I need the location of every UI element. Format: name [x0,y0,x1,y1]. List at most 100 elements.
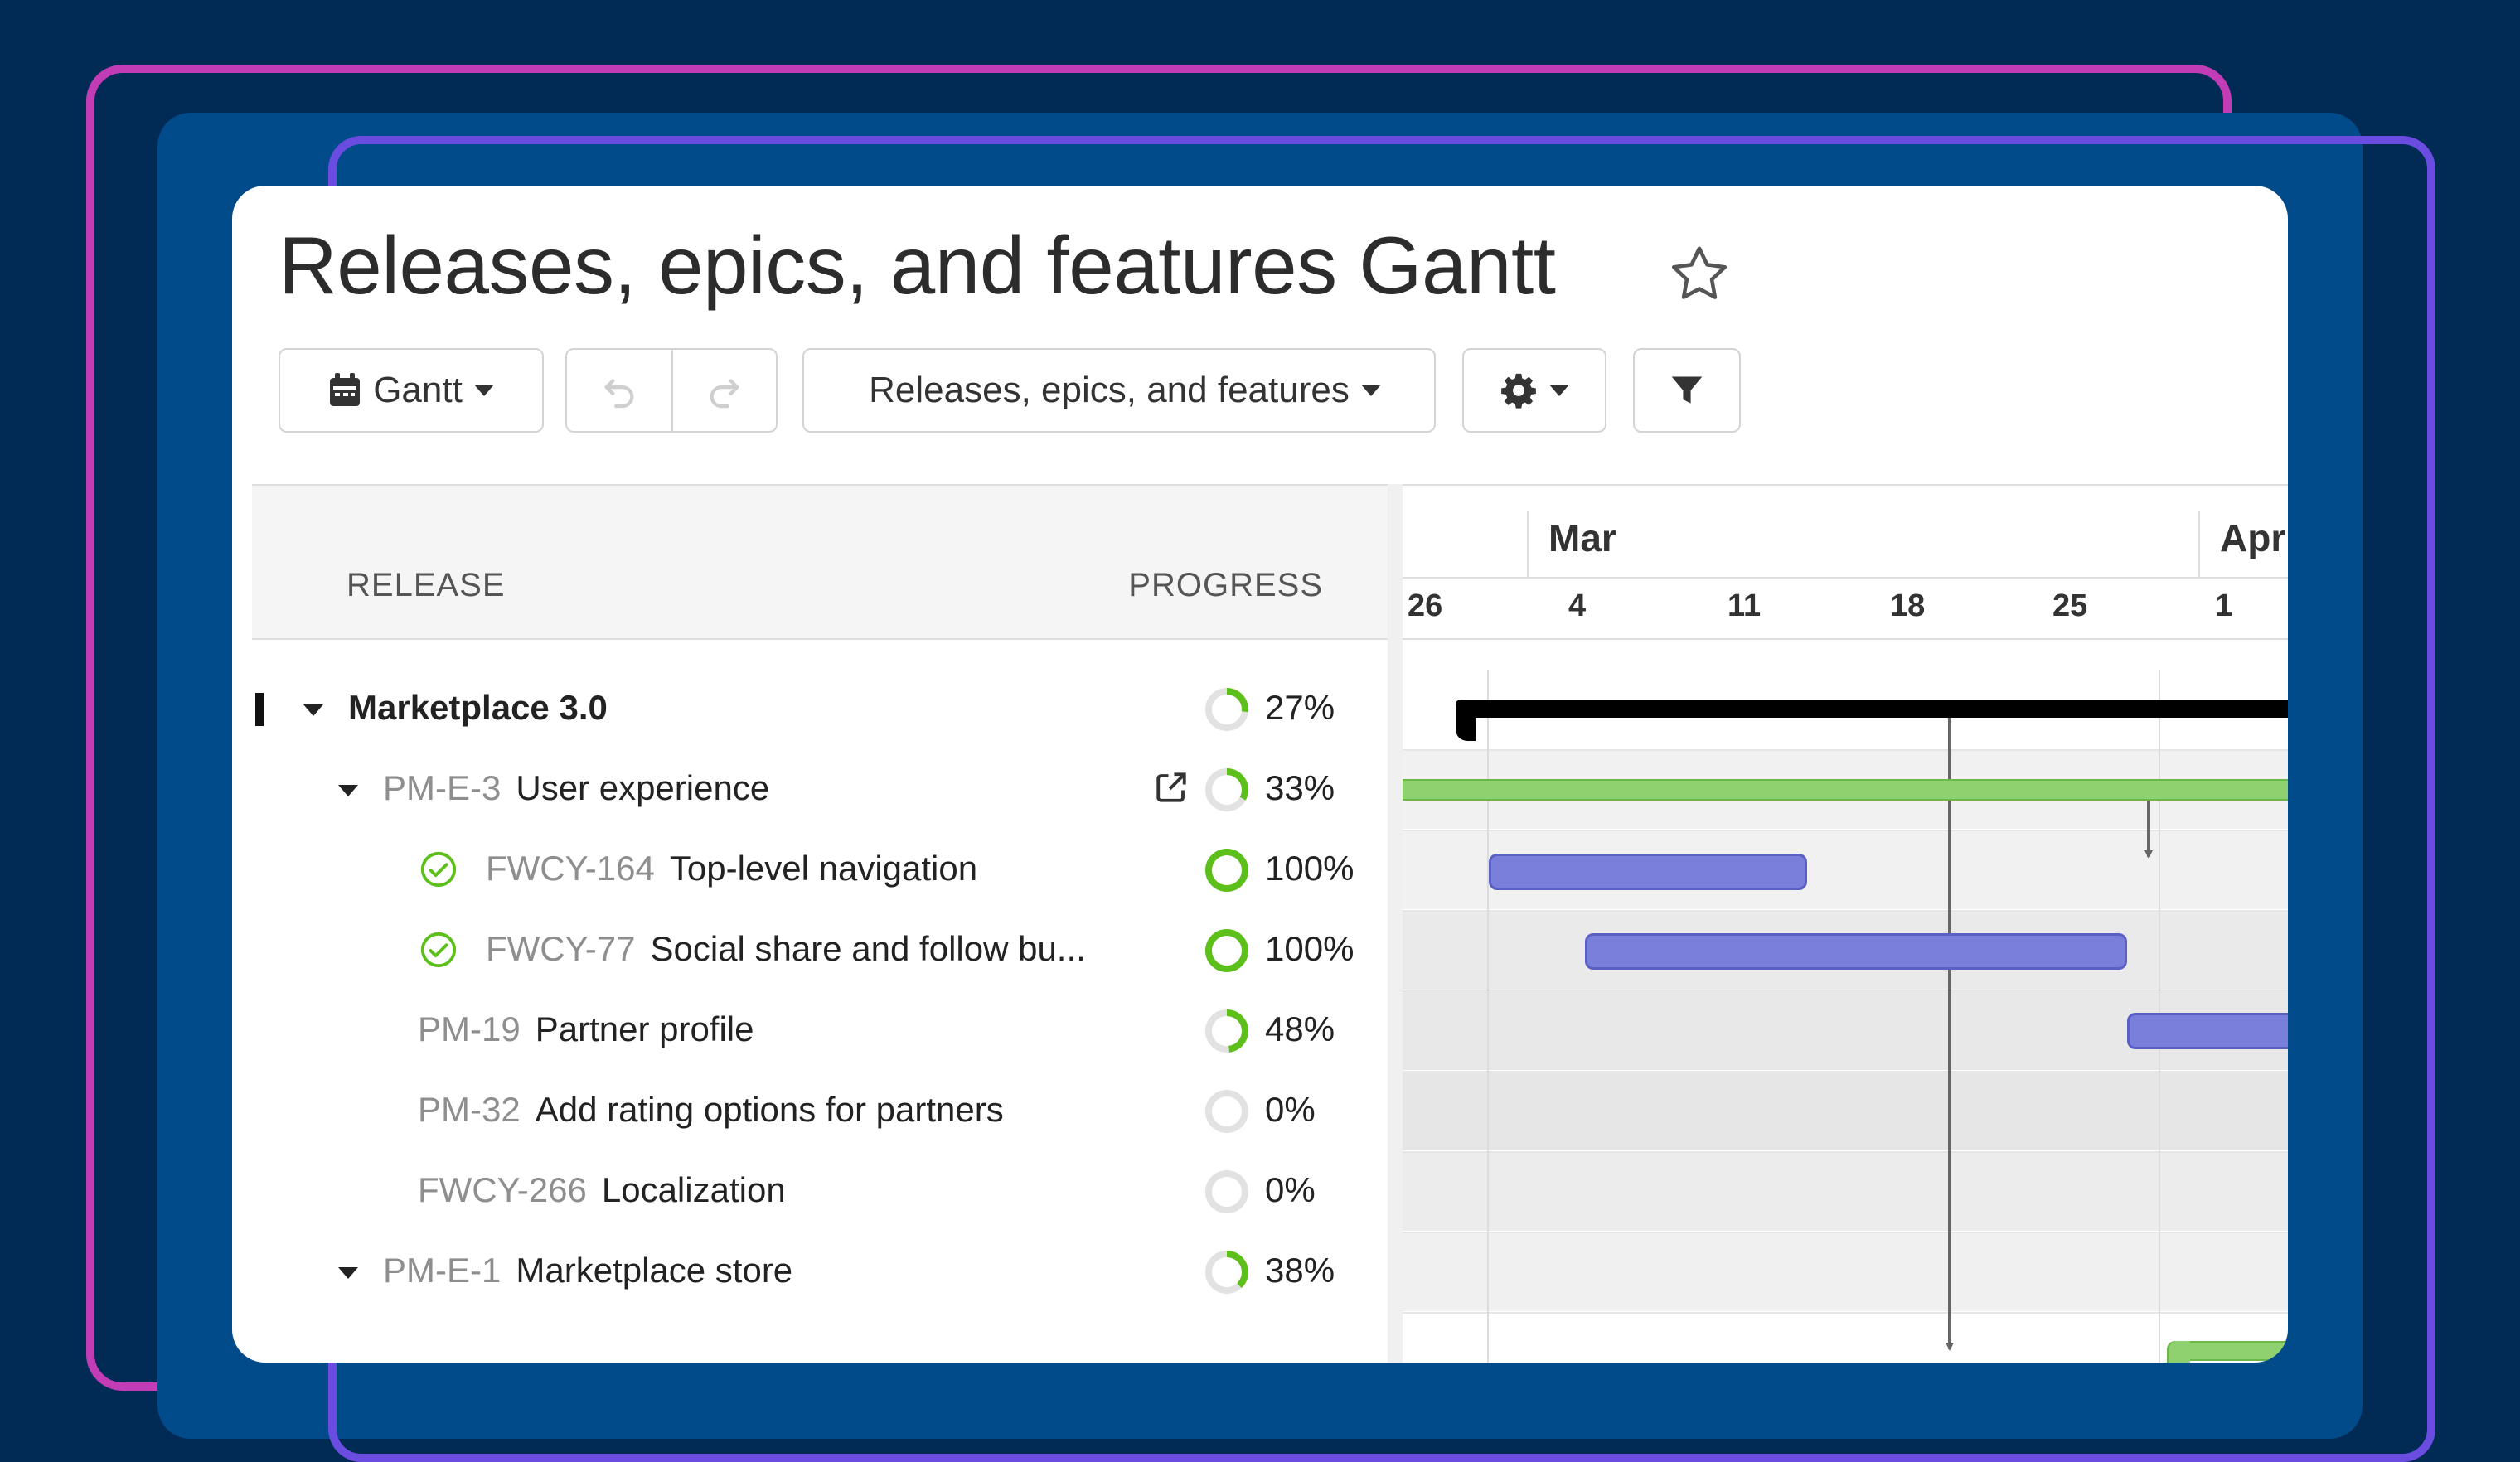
release-bar[interactable] [1456,700,2288,718]
epic-name[interactable]: Marketplace store [516,1251,793,1290]
gear-icon [1501,373,1536,409]
release-row[interactable]: Marketplace 3.0 27% [252,670,1388,750]
progress-value: 0% [1265,1090,1316,1129]
progress-column-header[interactable]: PROGRESS [1128,567,1323,603]
row-divider [1403,1232,2288,1233]
row-divider [1403,1151,2288,1153]
row-divider [1403,1312,2288,1314]
row-divider [1403,749,2288,751]
feature-id[interactable]: FWCY-266 [418,1170,587,1209]
undo-icon [604,379,634,409]
external-link-icon[interactable] [1154,770,1189,805]
month-label: Apr [2220,516,2286,559]
progress-value: 0% [1265,1170,1316,1209]
release-name[interactable]: Marketplace 3.0 [348,688,608,727]
progress-ring-icon [1205,1251,1248,1294]
progress-ring-icon [1205,1090,1248,1133]
record-list: Marketplace 3.0 27% PM-E-3 User experienc… [252,670,1388,1313]
row-band [1403,1071,2288,1150]
chevron-down-icon [1360,385,1381,396]
day-label: 4 [1568,588,1587,623]
progress-ring-icon [1205,929,1248,972]
row-divider [1403,1071,2288,1072]
gantt-chart [1403,670,2288,1363]
redo-button[interactable] [671,348,778,433]
view-dropdown-button[interactable]: Gantt [279,348,544,433]
feature-bar[interactable] [1489,854,1807,890]
progress-value: 27% [1265,688,1335,727]
star-icon[interactable] [1665,240,1734,310]
gantt-window: Releases, epics, and features Gantt Gant… [232,186,2288,1363]
day-label: 26 [1408,588,1443,623]
feature-row[interactable]: PM-19 Partner profile 48% [252,991,1388,1072]
epic-id[interactable]: PM-E-1 [383,1251,502,1290]
collapse-toggle-icon[interactable] [338,1267,358,1279]
list-header: RELEASE PROGRESS [252,484,1388,640]
progress-value: 100% [1265,849,1354,888]
progress-ring-icon [1205,1009,1248,1053]
filter-button[interactable] [1633,348,1741,433]
feature-id[interactable]: PM-19 [418,1009,521,1048]
feature-id[interactable]: FWCY-77 [486,929,636,968]
check-circle-icon [420,851,457,888]
feature-name[interactable]: Add rating options for partners [535,1090,1004,1129]
epic-bar[interactable] [1403,779,2288,801]
preset-label: Releases, epics, and features [869,370,1350,410]
row-band [1403,1232,2288,1311]
progress-ring-icon [1205,1170,1248,1213]
day-label: 18 [1890,588,1926,623]
epic-name[interactable]: User experience [516,768,770,807]
check-circle-icon [420,932,457,968]
release-column-header[interactable]: RELEASE [346,567,506,603]
undo-button[interactable] [565,348,671,433]
week-divider [1403,577,2288,579]
chevron-down-icon [473,385,494,396]
calendar-icon [330,373,361,406]
row-divider [1403,990,2288,992]
progress-value: 38% [1265,1251,1335,1290]
row-divider [1403,910,2288,912]
progress-value: 100% [1265,929,1354,968]
epic-bar-cap [2167,1341,2190,1363]
pane-divider[interactable] [1388,484,1403,1363]
release-bar-cap [1456,700,1476,741]
settings-dropdown-button[interactable] [1462,348,1606,433]
progress-value: 33% [1265,768,1335,807]
month-divider [1527,511,1529,577]
page-title: Releases, epics, and features Gantt [279,220,1556,311]
epic-id[interactable]: PM-E-3 [383,768,502,807]
preset-dropdown-button[interactable]: Releases, epics, and features [802,348,1436,433]
day-label: 11 [1728,588,1762,623]
feature-row[interactable]: PM-32 Add rating options for partners 0% [252,1072,1388,1152]
day-label: 25 [2052,588,2088,623]
chevron-down-icon [1549,385,1569,396]
feature-name[interactable]: Social share and follow bu... [650,929,1086,968]
epic-row[interactable]: PM-E-3 User experience 33% [252,750,1388,830]
feature-row[interactable]: FWCY-266 Localization 0% [252,1152,1388,1232]
redo-icon [710,379,739,409]
progress-ring-icon [1205,688,1248,731]
feature-name[interactable]: Localization [601,1170,786,1209]
feature-id[interactable]: FWCY-164 [486,849,655,888]
feature-bar[interactable] [2127,1013,2288,1049]
week-gridline [1487,670,1489,1363]
collapse-toggle-icon[interactable] [303,704,323,716]
row-band [1403,1151,2288,1231]
feature-name[interactable]: Top-level navigation [669,849,978,888]
progress-ring-icon [1205,768,1248,811]
month-label: Mar [1548,516,1616,559]
feature-bar[interactable] [1585,933,2127,970]
timeline-header: Mar Apr 26 4 11 18 25 1 [1403,484,2288,640]
day-label: 1 [2215,588,2233,623]
selection-marker [255,693,264,726]
feature-row[interactable]: FWCY-164 Top-level navigation 100% [252,830,1388,911]
feature-name[interactable]: Partner profile [535,1009,754,1048]
progress-value: 48% [1265,1009,1335,1048]
filter-icon [1671,376,1703,404]
row-divider [1403,830,2288,831]
collapse-toggle-icon[interactable] [338,785,358,796]
month-divider [2198,511,2200,577]
feature-row[interactable]: FWCY-77 Social share and follow bu... 100… [252,911,1388,991]
epic-row[interactable]: PM-E-1 Marketplace store 38% [252,1232,1388,1313]
feature-id[interactable]: PM-32 [418,1090,521,1129]
